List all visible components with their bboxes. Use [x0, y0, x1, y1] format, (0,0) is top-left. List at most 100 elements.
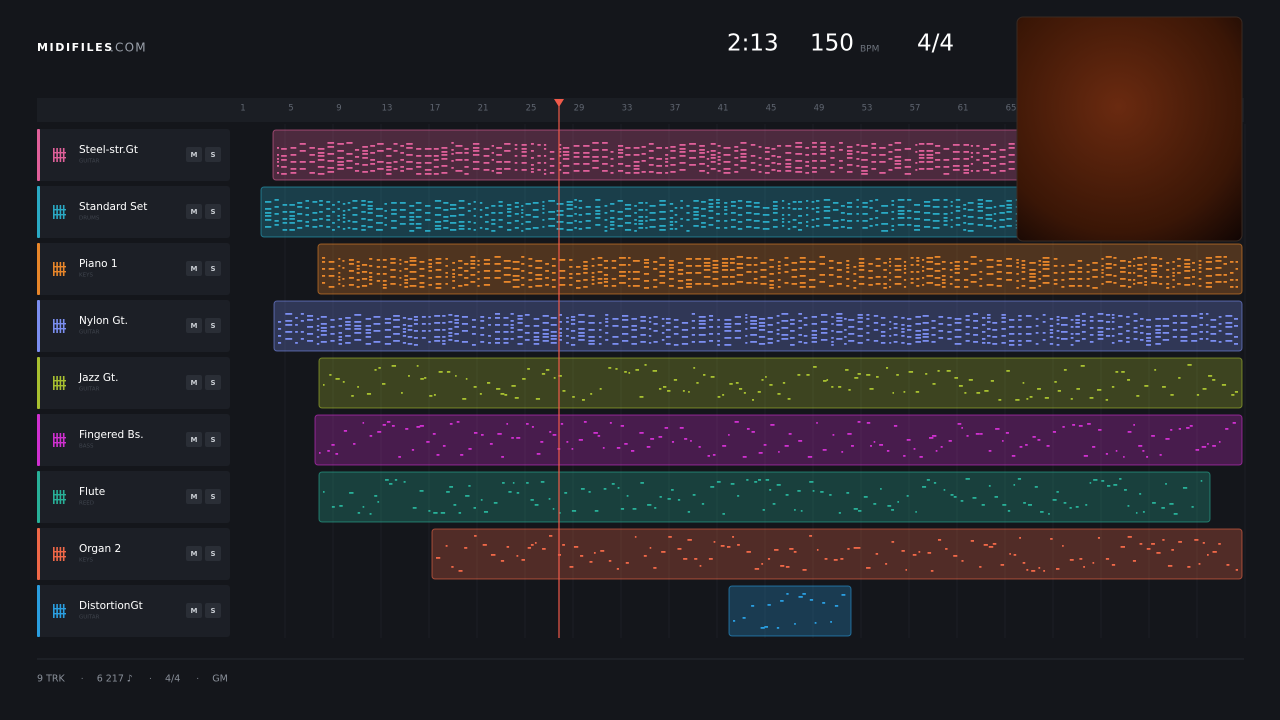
mute-button[interactable]: M — [186, 489, 202, 504]
solo-button-bg[interactable] — [205, 603, 221, 618]
mute-button-bg[interactable] — [186, 147, 202, 162]
note — [736, 256, 744, 258]
clip[interactable] — [317, 243, 1243, 295]
clip-bg — [273, 300, 1243, 352]
solo-button[interactable]: S — [205, 603, 221, 618]
track-color-strip — [37, 585, 40, 637]
clip[interactable] — [273, 300, 1243, 352]
playhead-handle[interactable] — [554, 99, 564, 107]
solo-button[interactable]: S — [205, 204, 221, 219]
mute-button[interactable]: M — [186, 375, 202, 390]
note — [578, 214, 583, 216]
note — [803, 342, 808, 344]
note — [502, 482, 505, 484]
mute-button-label[interactable]: M — [191, 265, 198, 273]
mute-button-label[interactable]: M — [191, 151, 198, 159]
note — [648, 157, 654, 159]
solo-button[interactable]: S — [205, 147, 221, 162]
clip[interactable] — [318, 357, 1243, 409]
solo-button-bg[interactable] — [205, 147, 221, 162]
note — [846, 220, 853, 222]
solo-button-label[interactable]: S — [210, 265, 215, 273]
mute-button-bg[interactable] — [186, 375, 202, 390]
mute-button-bg[interactable] — [186, 261, 202, 276]
note — [659, 282, 666, 284]
mute-button[interactable]: M — [186, 204, 202, 219]
solo-button[interactable]: S — [205, 489, 221, 504]
solo-button-label[interactable]: S — [210, 436, 215, 444]
solo-button-bg[interactable] — [205, 318, 221, 333]
solo-button[interactable]: S — [205, 546, 221, 561]
solo-button[interactable]: S — [205, 318, 221, 333]
clip[interactable] — [318, 471, 1211, 523]
solo-button-label[interactable]: S — [210, 208, 215, 216]
solo-button-bg[interactable] — [205, 375, 221, 390]
note — [1171, 549, 1174, 551]
solo-button-bg[interactable] — [205, 432, 221, 447]
note — [889, 286, 892, 288]
solo-button-bg[interactable] — [205, 204, 221, 219]
note — [807, 456, 813, 458]
mute-button[interactable]: M — [186, 318, 202, 333]
note — [934, 270, 941, 272]
note — [331, 506, 335, 508]
note — [473, 229, 476, 231]
mute-button[interactable]: M — [186, 546, 202, 561]
solo-button-label[interactable]: S — [210, 493, 215, 501]
mute-button-label[interactable]: M — [191, 550, 198, 558]
note — [724, 220, 728, 222]
solo-button-label[interactable]: S — [210, 379, 215, 387]
mute-button[interactable]: M — [186, 147, 202, 162]
mute-button-label[interactable]: M — [191, 436, 198, 444]
clip[interactable] — [431, 528, 1243, 580]
note — [391, 213, 397, 215]
mute-button-bg[interactable] — [186, 432, 202, 447]
note — [1234, 318, 1238, 320]
note — [669, 224, 674, 226]
solo-button[interactable]: S — [205, 432, 221, 447]
mute-button-bg[interactable] — [186, 204, 202, 219]
solo-button-bg[interactable] — [205, 546, 221, 561]
mute-button-bg[interactable] — [186, 603, 202, 618]
note — [467, 228, 471, 230]
mute-button-bg[interactable] — [186, 489, 202, 504]
solo-button[interactable]: S — [205, 261, 221, 276]
clip[interactable] — [272, 129, 1243, 181]
solo-button[interactable]: S — [205, 375, 221, 390]
note — [811, 341, 818, 343]
note — [369, 279, 373, 281]
solo-button-label[interactable]: S — [210, 607, 215, 615]
solo-button-bg[interactable] — [205, 261, 221, 276]
mute-button-label[interactable]: M — [191, 493, 198, 501]
note — [1008, 326, 1015, 328]
clip[interactable] — [728, 585, 852, 637]
mute-button-label[interactable]: M — [191, 322, 198, 330]
solo-button-label[interactable]: S — [210, 550, 215, 558]
note — [963, 204, 967, 206]
mute-button-label[interactable]: M — [191, 208, 198, 216]
mute-button[interactable]: M — [186, 603, 202, 618]
mute-button-label[interactable]: M — [191, 379, 198, 387]
solo-button-bg[interactable] — [205, 489, 221, 504]
clip[interactable] — [314, 414, 1243, 466]
note — [448, 339, 453, 341]
note — [611, 278, 617, 280]
mute-button[interactable]: M — [186, 261, 202, 276]
note — [404, 261, 409, 263]
mute-button[interactable]: M — [186, 432, 202, 447]
mute-button-bg[interactable] — [186, 318, 202, 333]
note — [549, 431, 552, 433]
mute-button-bg[interactable] — [186, 546, 202, 561]
solo-button-label[interactable]: S — [210, 151, 215, 159]
mute-button-label[interactable]: M — [191, 607, 198, 615]
solo-button-label[interactable]: S — [210, 322, 215, 330]
